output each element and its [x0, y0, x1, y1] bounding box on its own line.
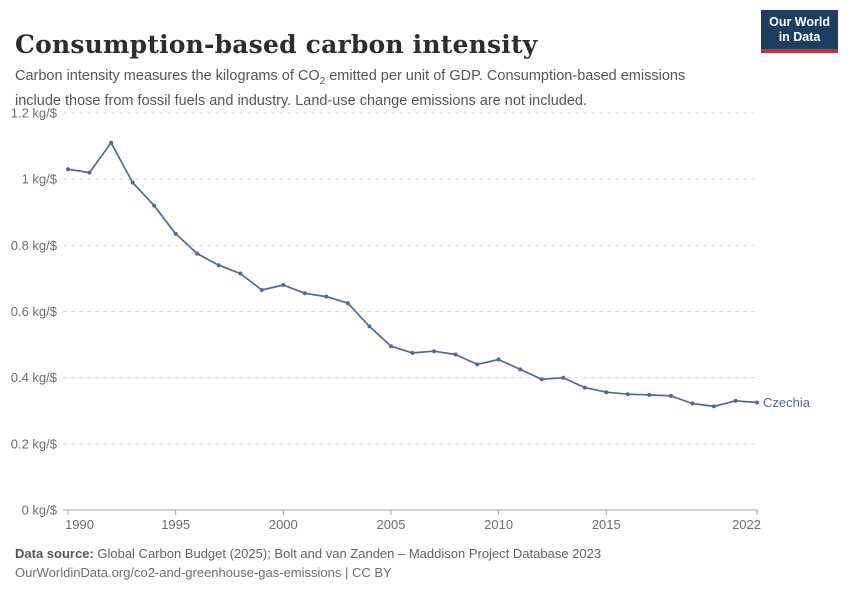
owid-logo[interactable]: Our World in Data — [761, 10, 838, 53]
owid-logo-line2: in Data — [778, 30, 821, 44]
svg-text:0.6 kg/$: 0.6 kg/$ — [11, 304, 58, 319]
y-axis-labels: 0 kg/$ 0.2 kg/$ 0.4 kg/$ 0.6 kg/$ 0.8 kg/$ 1 … — [11, 106, 58, 518]
line-chart: 0 kg/$ 0.2 kg/$ 0.4 kg/$ 0.6 kg/$ 0.8 kg/$ 1 … — [11, 106, 811, 533]
data-source-label: Data source: — [15, 546, 94, 561]
svg-text:2022: 2022 — [732, 517, 761, 532]
svg-text:2000: 2000 — [269, 517, 298, 532]
license-label: CC BY — [351, 565, 392, 580]
chart-footer: Data source: Global Carbon Budget (2025)… — [15, 544, 601, 582]
svg-text:0.8 kg/$: 0.8 kg/$ — [11, 238, 58, 253]
svg-text:0 kg/$: 0 kg/$ — [22, 503, 58, 518]
gridlines — [63, 112, 758, 511]
chart-subtitle: Carbon intensity measures the kilograms … — [15, 66, 725, 112]
svg-text:2005: 2005 — [377, 517, 406, 532]
owid-logo-line1: Our World — [769, 15, 830, 29]
data-points — [66, 140, 759, 409]
subtitle-text-1: Carbon intensity measures the kilograms … — [15, 67, 320, 84]
footer-link[interactable]: OurWorldinData.org/co2-and-greenhouse-ga… — [15, 565, 342, 580]
license-line: OurWorldinData.org/co2-and-greenhouse-ga… — [15, 563, 601, 582]
svg-text:0.4 kg/$: 0.4 kg/$ — [11, 370, 58, 385]
svg-text:0.2 kg/$: 0.2 kg/$ — [11, 436, 58, 451]
svg-text:1.2 kg/$: 1.2 kg/$ — [11, 106, 58, 121]
data-source-line: Data source: Global Carbon Budget (2025)… — [15, 544, 601, 563]
data-line — [67, 141, 758, 408]
page-title: Consumption-based carbon intensity — [15, 29, 538, 59]
svg-text:1 kg/$: 1 kg/$ — [22, 172, 58, 187]
co2-subscript: 2 — [319, 75, 326, 87]
series-label: Czechia — [763, 395, 811, 410]
data-source-text: Global Carbon Budget (2025); Bolt and va… — [93, 546, 602, 561]
svg-text:1990: 1990 — [65, 517, 94, 532]
svg-text:2015: 2015 — [592, 517, 621, 532]
svg-text:2010: 2010 — [484, 517, 513, 532]
x-axis: 1990 1995 2000 2005 2010 2015 2022 — [65, 510, 761, 532]
svg-text:1995: 1995 — [161, 517, 190, 532]
subtitle-text-2: emitted per unit of GDP. Consumption-bas… — [15, 67, 686, 110]
license-separator: | — [341, 565, 352, 580]
